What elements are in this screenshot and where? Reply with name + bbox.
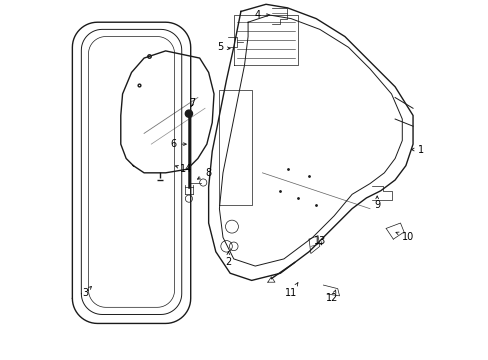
Text: 1: 1 <box>410 144 424 154</box>
Circle shape <box>185 110 192 117</box>
Text: 8: 8 <box>197 168 211 179</box>
Text: 2: 2 <box>225 252 231 267</box>
Text: 14: 14 <box>175 164 192 174</box>
Text: 4: 4 <box>254 10 269 20</box>
Text: 11: 11 <box>285 283 297 298</box>
Text: 3: 3 <box>81 287 91 298</box>
Text: 6: 6 <box>170 139 186 149</box>
Text: 12: 12 <box>325 290 338 303</box>
Text: 9: 9 <box>373 196 380 210</box>
Text: 7: 7 <box>189 98 195 108</box>
Text: 10: 10 <box>395 232 414 242</box>
Text: 5: 5 <box>216 42 229 52</box>
Text: 13: 13 <box>313 236 325 246</box>
